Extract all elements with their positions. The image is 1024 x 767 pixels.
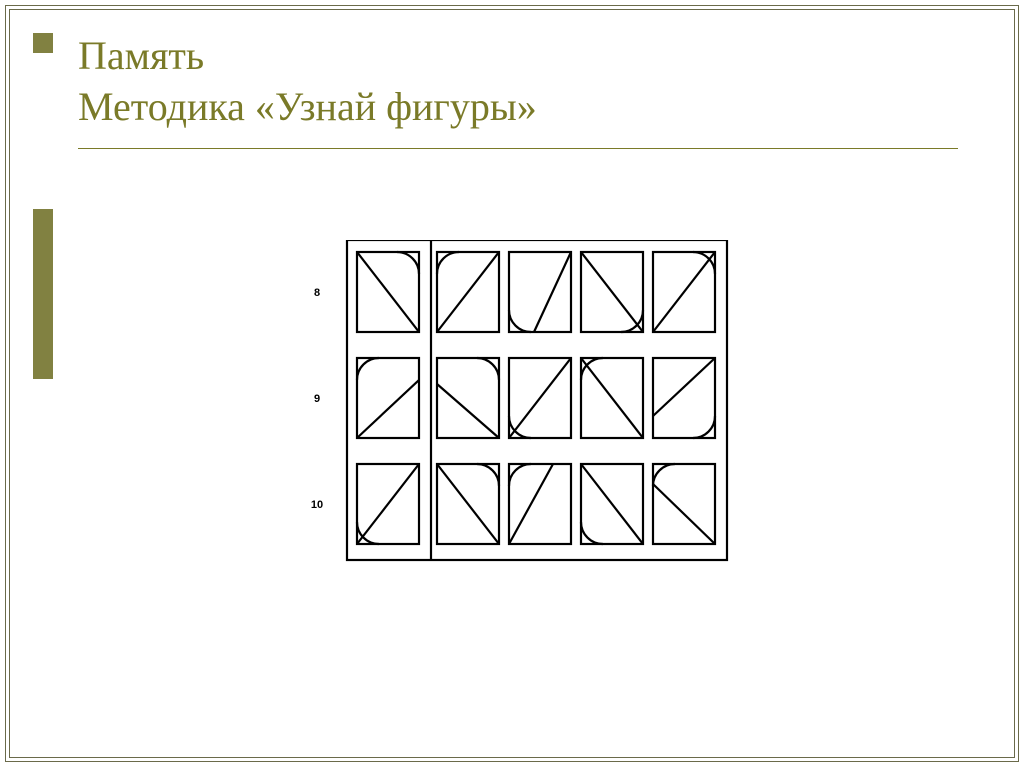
title-line-1: Память <box>78 30 958 81</box>
svg-text:8: 8 <box>314 287 320 299</box>
title-block: Память Методика «Узнай фигуры» <box>78 30 958 132</box>
accent-strip <box>33 209 53 379</box>
title-line-2: Методика «Узнай фигуры» <box>78 81 958 132</box>
svg-text:9: 9 <box>314 393 320 405</box>
accent-square <box>33 33 53 53</box>
figure-grid: 8 9 10 <box>297 240 727 570</box>
slide: Память Методика «Узнай фигуры» 8 9 10 <box>0 0 1024 767</box>
svg-text:10: 10 <box>311 499 323 511</box>
title-divider <box>78 148 958 149</box>
